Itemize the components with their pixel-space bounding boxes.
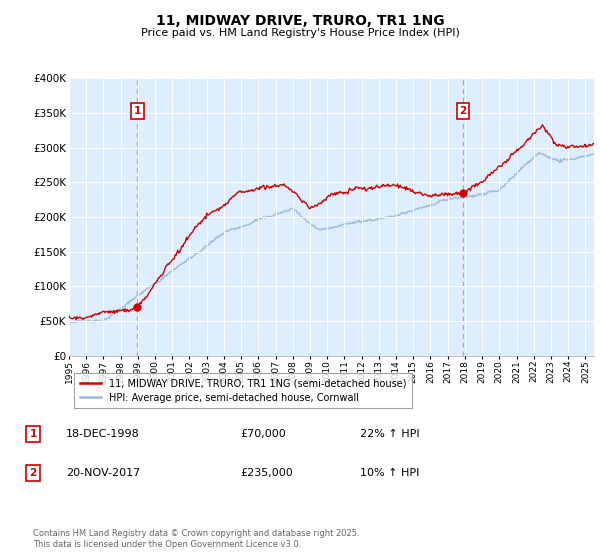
- Text: 11, MIDWAY DRIVE, TRURO, TR1 1NG: 11, MIDWAY DRIVE, TRURO, TR1 1NG: [155, 14, 445, 28]
- Text: Price paid vs. HM Land Registry's House Price Index (HPI): Price paid vs. HM Land Registry's House …: [140, 28, 460, 38]
- Text: 18-DEC-1998: 18-DEC-1998: [66, 429, 140, 439]
- Text: 10% ↑ HPI: 10% ↑ HPI: [360, 468, 419, 478]
- Legend: 11, MIDWAY DRIVE, TRURO, TR1 1NG (semi-detached house), HPI: Average price, semi: 11, MIDWAY DRIVE, TRURO, TR1 1NG (semi-d…: [74, 373, 412, 408]
- Text: 1: 1: [134, 106, 141, 116]
- Text: 20-NOV-2017: 20-NOV-2017: [66, 468, 140, 478]
- Text: 2: 2: [29, 468, 37, 478]
- Text: £70,000: £70,000: [240, 429, 286, 439]
- Text: Contains HM Land Registry data © Crown copyright and database right 2025.
This d: Contains HM Land Registry data © Crown c…: [33, 529, 359, 549]
- Text: 22% ↑ HPI: 22% ↑ HPI: [360, 429, 419, 439]
- Text: 1: 1: [29, 429, 37, 439]
- Text: £235,000: £235,000: [240, 468, 293, 478]
- Text: 2: 2: [459, 106, 466, 116]
